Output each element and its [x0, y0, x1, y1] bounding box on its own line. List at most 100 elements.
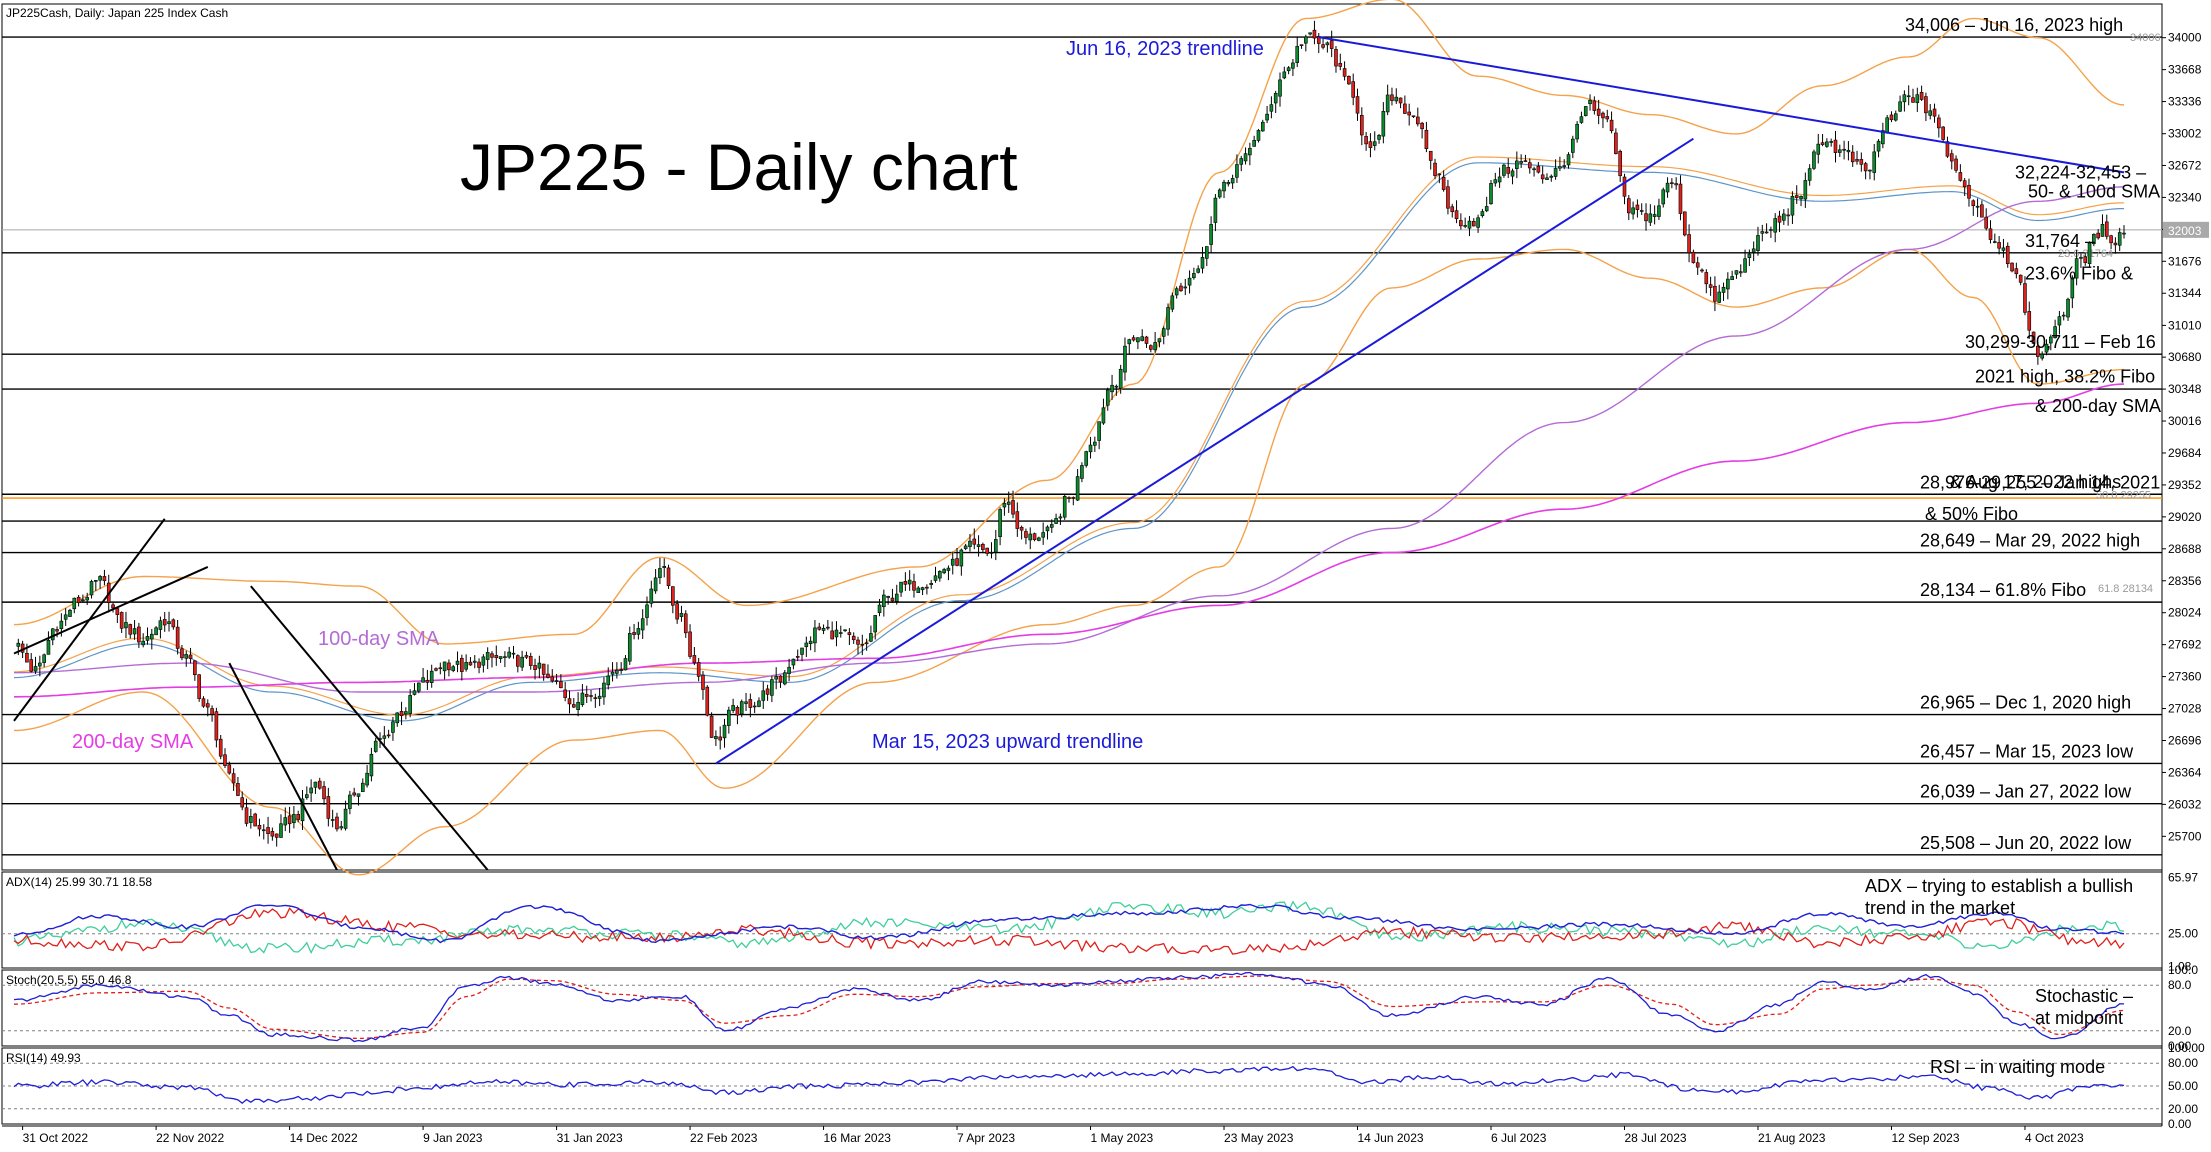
candle-body	[167, 621, 171, 625]
candle-body	[1334, 49, 1338, 67]
candle-body	[434, 668, 438, 671]
candle-body	[1579, 116, 1584, 123]
candle-body	[162, 619, 167, 626]
candle-body	[1777, 215, 1782, 223]
candle-body	[175, 626, 180, 649]
candle-body	[149, 633, 154, 640]
price-tick-label: 27028	[2168, 702, 2202, 716]
date-tick-label: 31 Jan 2023	[557, 1131, 623, 1145]
candle-body	[1347, 76, 1351, 85]
price-tick-label: 26032	[2168, 797, 2202, 811]
candle-body	[1360, 115, 1364, 136]
candle-body	[322, 786, 326, 800]
candle-body	[2027, 311, 2032, 331]
candle-body	[748, 699, 753, 708]
candle-body	[963, 545, 968, 549]
candle-body	[1011, 500, 1015, 515]
candle-body	[1037, 537, 1041, 541]
stochastic-pane: Stoch(20,5,5) 55.0 46.8 100.080.0 20.00.00	[2, 963, 2198, 1053]
candle-body	[1687, 234, 1691, 254]
rsi-tick-label: 0.00	[2168, 1117, 2192, 1131]
candle-body	[1338, 63, 1343, 67]
candle-body	[2087, 242, 2092, 264]
candle-body	[1226, 182, 1231, 185]
candle-body	[2023, 283, 2027, 313]
level-label: 28,134 – 61.8% Fibo	[1920, 580, 2086, 600]
candle-body	[1954, 158, 1958, 171]
candle-body	[627, 633, 632, 662]
date-tick-label: 1 May 2023	[1091, 1131, 1154, 1145]
candle-body	[640, 618, 645, 631]
price-tick-label: 30016	[2168, 414, 2202, 428]
candle-body	[1523, 160, 1528, 163]
candle-body	[929, 582, 934, 585]
candle-body	[580, 692, 585, 705]
price-tick-label: 25700	[2168, 829, 2202, 843]
candle-body	[1614, 132, 1618, 155]
candle-body	[1342, 68, 1347, 77]
candle-body	[782, 672, 787, 685]
candle-body	[76, 596, 81, 604]
candle-body	[869, 633, 873, 642]
candle-body	[1691, 251, 1696, 263]
candle-body	[1898, 101, 1902, 112]
date-tick-label: 31 Oct 2022	[23, 1131, 89, 1145]
rsi-tick-label: 20.00	[2168, 1102, 2198, 1116]
date-tick-label: 23 May 2023	[1224, 1131, 1294, 1145]
candle-body	[214, 711, 219, 741]
level-label: 26,457 – Mar 15, 2023 low	[1920, 741, 2134, 761]
candle-body	[1515, 160, 1519, 170]
candle-body	[1364, 136, 1368, 145]
candle-body	[1915, 94, 1920, 104]
candle-body	[1743, 258, 1747, 273]
candle-body	[683, 613, 688, 634]
candle-body	[38, 662, 42, 667]
date-tick-label: 22 Feb 2023	[690, 1131, 758, 1145]
series-legend-label: 200-day SMA	[72, 731, 194, 753]
candle-body	[412, 690, 417, 695]
candle-body	[2079, 256, 2083, 259]
axis-marker-label: 61.8 28134	[2098, 583, 2153, 595]
candle-body	[1648, 213, 1653, 223]
candle-body	[305, 794, 309, 798]
candle-body	[1967, 184, 1971, 199]
candle-body	[2053, 326, 2057, 339]
candle-body	[477, 661, 481, 668]
candle-body	[1282, 71, 1287, 79]
candle-body	[1153, 342, 1157, 351]
candle-body	[335, 816, 339, 830]
candle-body	[360, 782, 365, 792]
candle-body	[1747, 253, 1752, 258]
candle-body	[429, 670, 434, 683]
sma50-line	[13, 162, 2124, 722]
candle-body	[1381, 111, 1386, 137]
candle-body	[838, 632, 843, 634]
candle-body	[1114, 385, 1119, 388]
candle-body	[1618, 150, 1622, 177]
candle-body	[1937, 117, 1941, 129]
candle-body	[1850, 151, 1855, 163]
candle-body	[1200, 257, 1205, 269]
symbol-header: JP225Cash, Daily: Japan 225 Index Cash	[6, 6, 228, 20]
candle-body	[1467, 220, 1472, 229]
candle-body	[563, 689, 567, 698]
candle-body	[373, 740, 378, 752]
candle-body	[253, 813, 257, 827]
candle-body	[455, 660, 460, 665]
candle-body	[1738, 271, 1743, 274]
level-label: 34,006 – Jun 16, 2023 high	[1905, 15, 2123, 35]
price-tick-label: 28356	[2168, 574, 2202, 588]
candle-body	[1437, 173, 1442, 176]
candle-body	[847, 632, 852, 636]
price-tick-label: 26696	[2168, 733, 2202, 747]
candle-body	[2070, 277, 2075, 299]
price-tick-label: 27692	[2168, 638, 2202, 652]
candle-body	[137, 626, 141, 643]
candle-body	[559, 681, 563, 689]
candle-body	[1717, 291, 1722, 303]
candle-body	[653, 577, 658, 592]
candle-body	[615, 669, 619, 674]
level-label: 25,508 – Jun 20, 2022 low	[1920, 833, 2132, 853]
candle-body	[623, 658, 628, 671]
candle-body	[1773, 218, 1778, 233]
